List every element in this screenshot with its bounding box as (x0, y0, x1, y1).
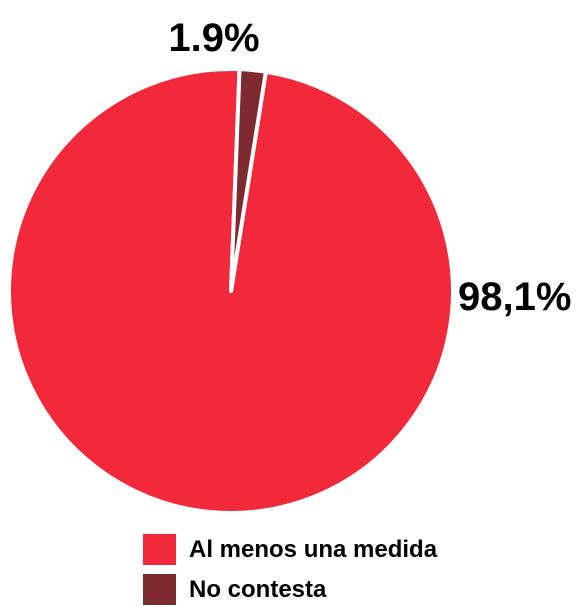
legend-label-al-menos-una-medida: Al menos una medida (189, 535, 438, 563)
legend: Al menos una medida No contesta (143, 534, 437, 614)
legend-swatch-no-contesta (143, 574, 176, 605)
pie-slices (7, 67, 455, 515)
legend-item-al-menos-una-medida: Al menos una medida (143, 534, 437, 565)
pie-slice-no-contesta (229, 67, 268, 293)
legend-swatch-al-menos-una-medida (143, 534, 176, 565)
data-label-no-contesta: 1.9% (168, 16, 259, 60)
legend-item-no-contesta: No contesta (143, 574, 437, 605)
legend-label-no-contesta: No contesta (189, 575, 327, 603)
data-label-al-menos-una-medida: 98,1% (458, 275, 571, 319)
